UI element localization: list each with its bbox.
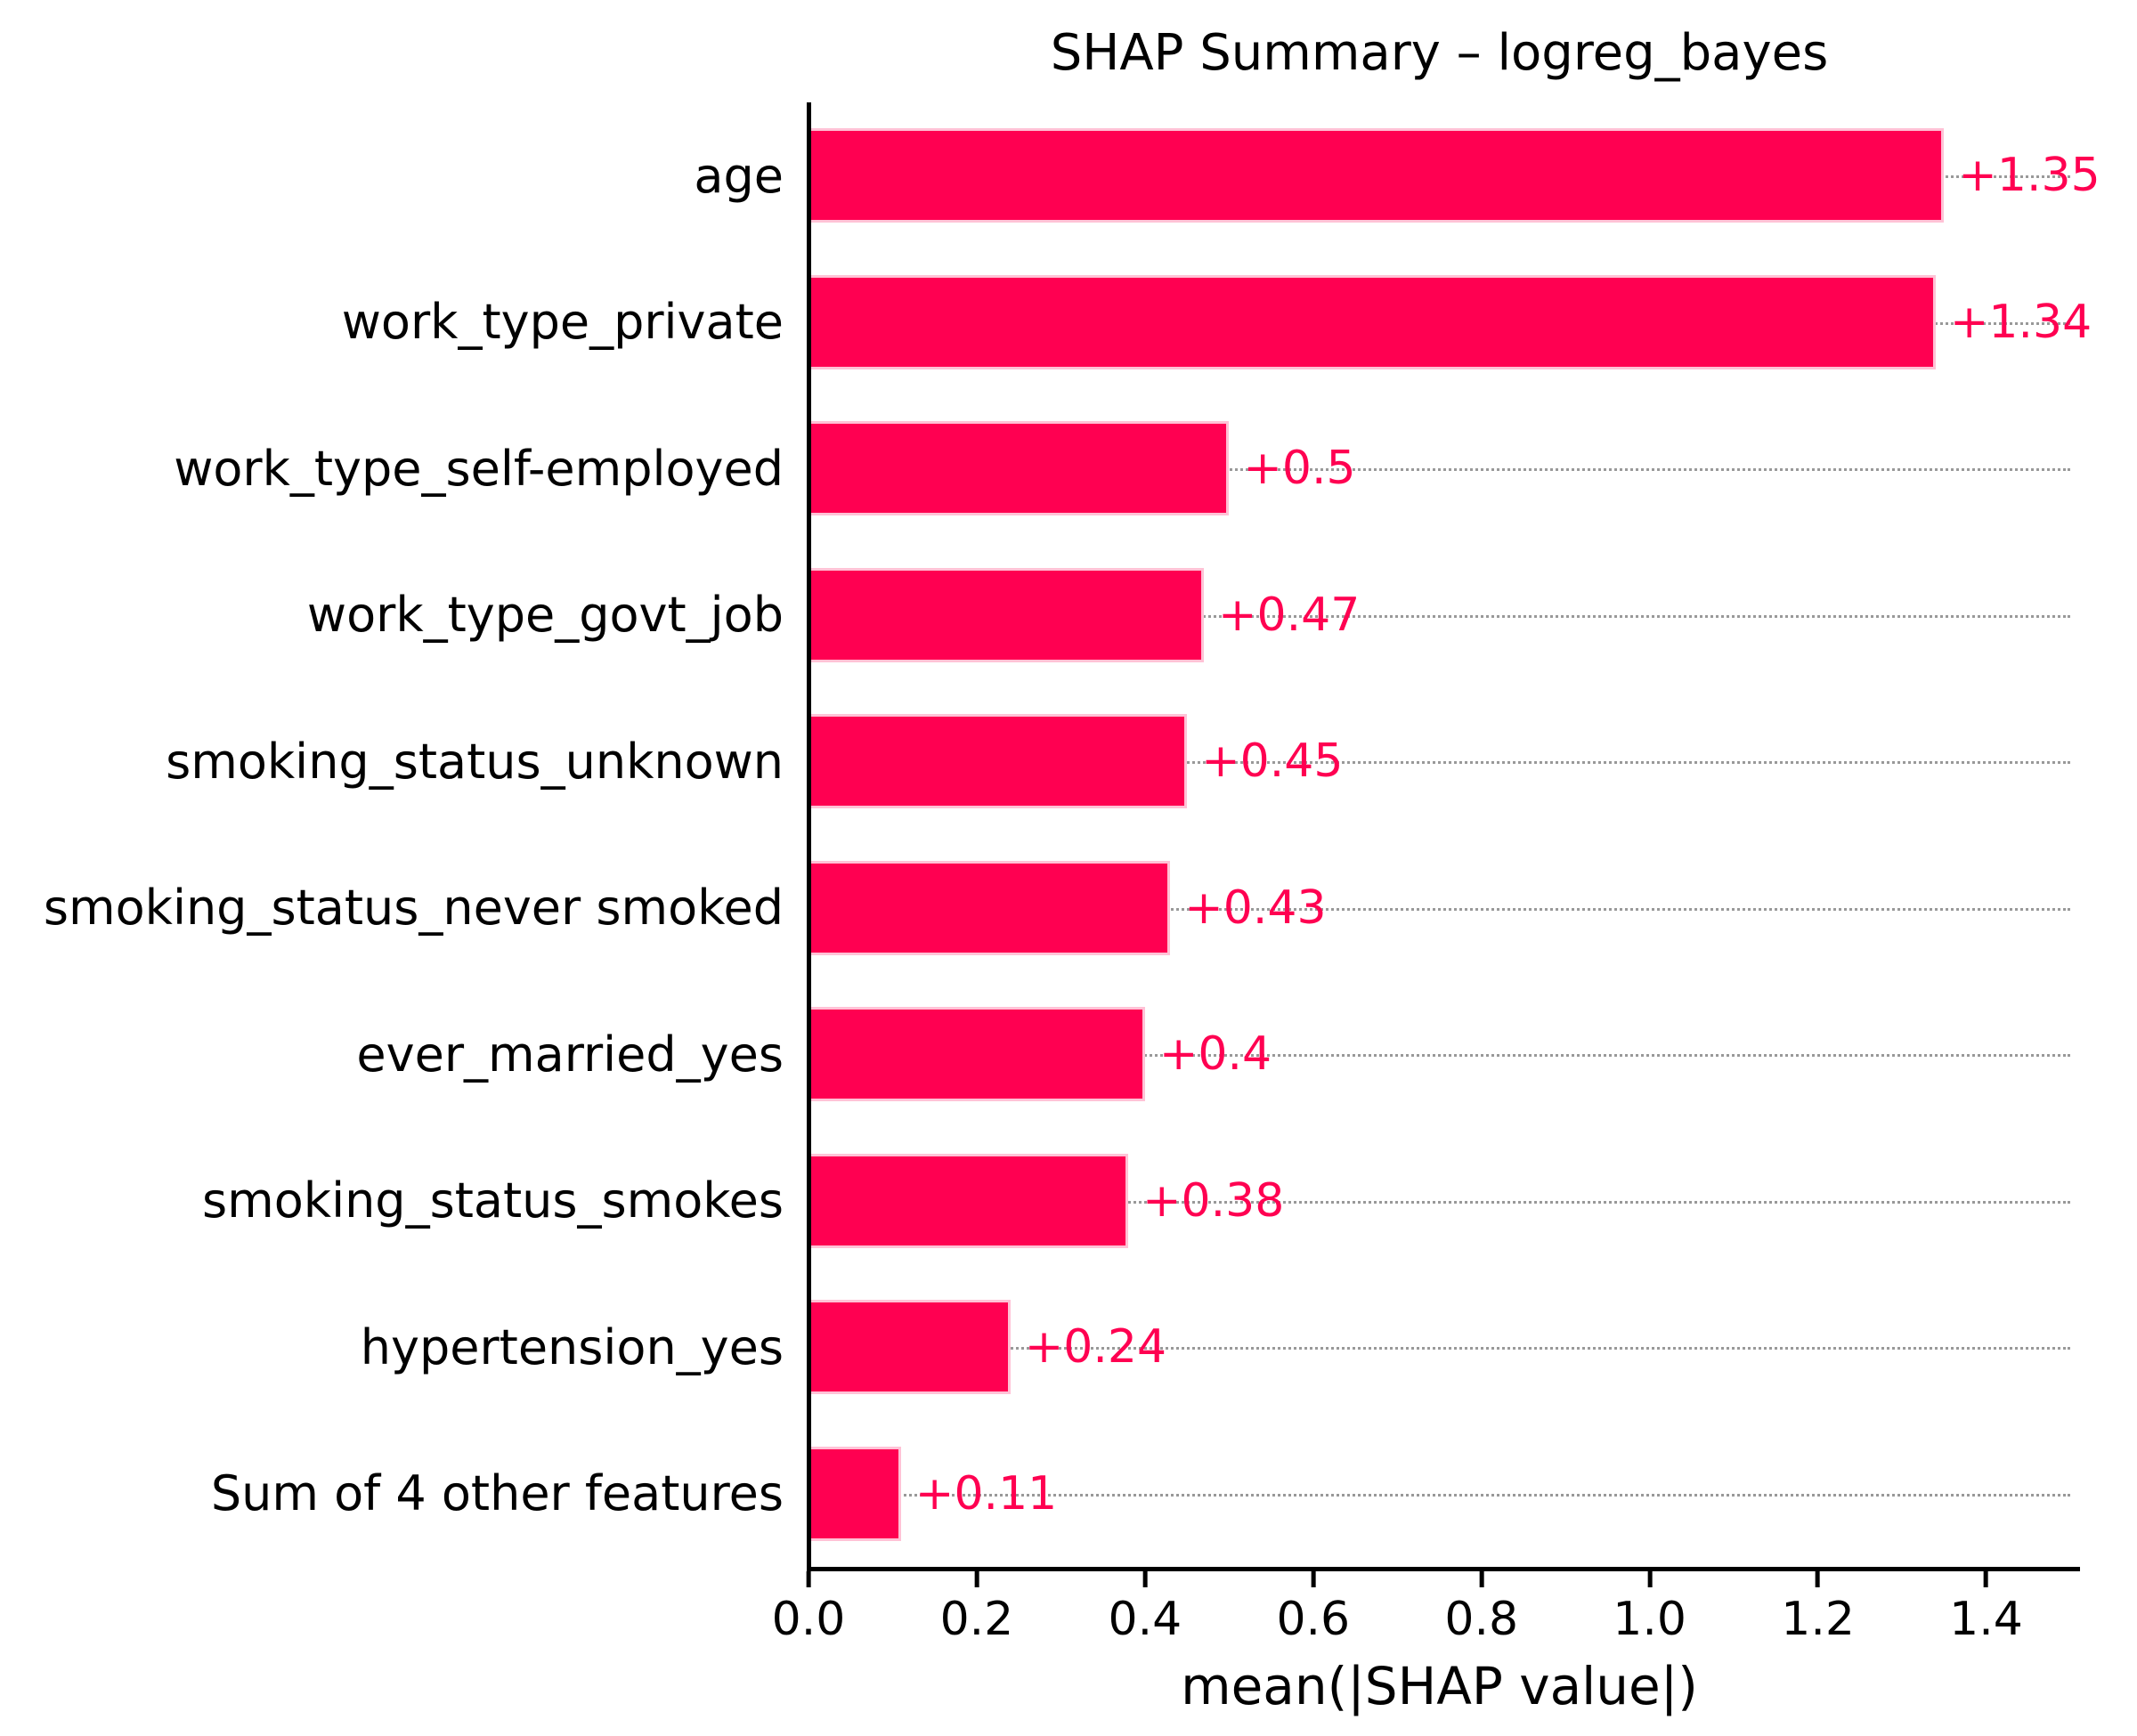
bar-value-label: +0.38 xyxy=(1142,1173,1285,1228)
feature-label: work_type_govt_job xyxy=(306,587,784,644)
bar xyxy=(808,1153,1128,1248)
gridline xyxy=(808,1200,2070,1204)
x-axis-tick: 0.2 xyxy=(939,1571,1014,1646)
tick-label: 0.6 xyxy=(1276,1593,1351,1646)
feature-label: work_type_private xyxy=(341,294,784,351)
bar-value-label: +0.43 xyxy=(1184,880,1327,935)
tick-label: 0.8 xyxy=(1444,1593,1519,1646)
row-plot: +0.45 xyxy=(808,688,2070,835)
chart-row: work_type_govt_job +0.47 xyxy=(0,542,2070,689)
x-axis: 0.0 0.2 0.4 0.6 0.8 1.0 1.2 1.4 xyxy=(772,1571,2070,1651)
bar xyxy=(808,421,1230,516)
chart-row: smoking_status_never smoked +0.43 xyxy=(0,835,2070,982)
chart-row: work_type_private +1.34 xyxy=(0,249,2092,396)
row-plot: +0.4 xyxy=(808,981,2070,1128)
row-plot: +0.5 xyxy=(808,395,2070,542)
bar-value-label: +0.11 xyxy=(914,1466,1058,1521)
tick-label: 0.0 xyxy=(771,1593,846,1646)
chart-row: smoking_status_smokes +0.38 xyxy=(0,1128,2070,1275)
row-plot: +0.47 xyxy=(808,542,2070,689)
y-axis-spine xyxy=(807,102,811,1571)
gridline xyxy=(808,1054,2070,1058)
feature-label: ever_married_yes xyxy=(356,1026,784,1083)
x-axis-tick: 0.8 xyxy=(1444,1571,1518,1646)
bar-value-label: +1.35 xyxy=(1958,149,2100,203)
bar xyxy=(808,274,1936,369)
feature-label: hypertension_yes xyxy=(360,1318,784,1375)
tick-mark xyxy=(1479,1571,1484,1587)
chart-title: SHAP Summary – logreg_bayes xyxy=(1050,24,1829,82)
bar-value-label: +0.4 xyxy=(1158,1027,1272,1082)
chart-row: work_type_self-employed +0.5 xyxy=(0,395,2070,542)
feature-label: smoking_status_unknown xyxy=(166,733,784,790)
bar xyxy=(808,128,1945,223)
gridline xyxy=(808,1493,2070,1497)
x-axis-tick: 1.4 xyxy=(1949,1571,2023,1646)
tick-label: 1.0 xyxy=(1613,1593,1687,1646)
feature-label: Sum of 4 other features xyxy=(210,1465,784,1522)
gridline xyxy=(808,907,2070,911)
chart-row: age +1.35 xyxy=(0,102,2100,249)
tick-mark xyxy=(1984,1571,1989,1587)
bar-value-label: +1.34 xyxy=(1949,295,2092,349)
bar-value-label: +0.47 xyxy=(1217,588,1361,642)
row-plot: +0.43 xyxy=(808,835,2070,982)
x-axis-tick: 0.6 xyxy=(1276,1571,1350,1646)
x-axis-tick: 1.0 xyxy=(1613,1571,1686,1646)
gridline xyxy=(808,614,2070,618)
bar-value-label: +0.24 xyxy=(1024,1320,1167,1375)
gridline xyxy=(808,468,2070,472)
bar xyxy=(808,714,1188,809)
chart-row: ever_married_yes +0.4 xyxy=(0,981,2070,1128)
chart-row: Sum of 4 other features +0.11 xyxy=(0,1421,2070,1568)
x-axis-tick: 0.4 xyxy=(1109,1571,1182,1646)
bar xyxy=(808,1446,901,1541)
row-plot: +1.35 xyxy=(808,102,2100,249)
tick-mark xyxy=(974,1571,979,1587)
feature-label: age xyxy=(694,147,784,204)
chart-row: hypertension_yes +0.24 xyxy=(0,1274,2070,1421)
tick-label: 1.4 xyxy=(1949,1593,2023,1646)
row-plot: +0.24 xyxy=(808,1274,2070,1421)
tick-label: 1.2 xyxy=(1781,1593,1855,1646)
feature-label: work_type_self-employed xyxy=(174,440,784,497)
feature-label: smoking_status_never smoked xyxy=(43,880,784,937)
tick-mark xyxy=(1647,1571,1653,1587)
tick-mark xyxy=(1311,1571,1316,1587)
x-axis-label: mean(|SHAP value|) xyxy=(1181,1656,1698,1716)
gridline xyxy=(808,761,2070,765)
tick-label: 0.4 xyxy=(1108,1593,1182,1646)
row-plot: +0.38 xyxy=(808,1128,2070,1275)
gridline xyxy=(808,1347,2070,1351)
bar-value-label: +0.45 xyxy=(1201,734,1344,789)
feature-label: smoking_status_smokes xyxy=(202,1172,784,1229)
bar xyxy=(808,1007,1145,1102)
bar xyxy=(808,1300,1011,1395)
tick-mark xyxy=(1142,1571,1148,1587)
x-axis-tick: 0.0 xyxy=(771,1571,846,1646)
bar xyxy=(808,567,1204,662)
tick-label: 0.2 xyxy=(939,1593,1014,1646)
bar-value-label: +0.5 xyxy=(1243,442,1356,496)
row-plot: +0.11 xyxy=(808,1421,2070,1568)
row-plot: +1.34 xyxy=(808,249,2092,396)
x-axis-spine xyxy=(807,1567,2080,1571)
chart-row: smoking_status_unknown +0.45 xyxy=(0,688,2070,835)
rows: age +1.35 work_type_private +1.34 work_t… xyxy=(0,102,2100,1568)
bar xyxy=(808,860,1171,955)
tick-mark xyxy=(1816,1571,1821,1587)
tick-mark xyxy=(806,1571,811,1587)
x-axis-tick: 1.2 xyxy=(1781,1571,1855,1646)
